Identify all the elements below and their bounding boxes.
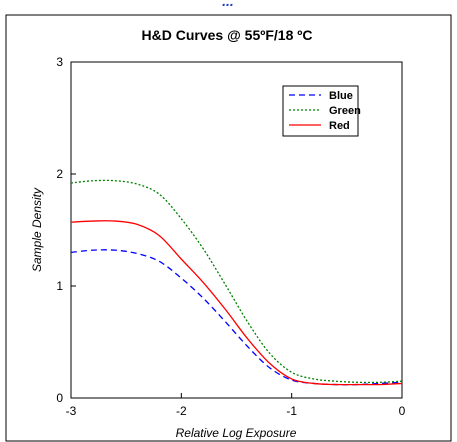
legend-box [282,85,359,137]
y-tick-label: 2 [56,167,63,181]
legend-label-green: Green [329,105,361,117]
x-tick-label: -1 [286,404,297,418]
x-axis-label: Relative Log Exposure [176,426,297,440]
chart-frame [5,14,452,442]
chart-title: H&D Curves @ 55ºF/18 ºC [142,27,313,43]
series-layer [70,179,403,386]
legend-label-blue: Blue [329,90,353,102]
x-tick-label: -2 [176,404,187,418]
y-axis-label: Sample Density [30,187,44,272]
header-fragment: ... [222,0,234,9]
x-tick-label: 0 [399,404,406,418]
legend: Blue Green Red [282,85,361,137]
y-tick-label: 3 [56,55,63,69]
y-tick-label: 0 [56,391,63,405]
x-tick-label: -3 [66,404,77,418]
series-line-red [70,220,403,386]
plot-area [70,61,403,399]
series-line-green [70,179,403,384]
y-tick-label: 1 [56,279,63,293]
axis-ticks: -3 -2 -1 0 0 1 2 3 [56,55,405,418]
legend-label-red: Red [329,120,350,132]
